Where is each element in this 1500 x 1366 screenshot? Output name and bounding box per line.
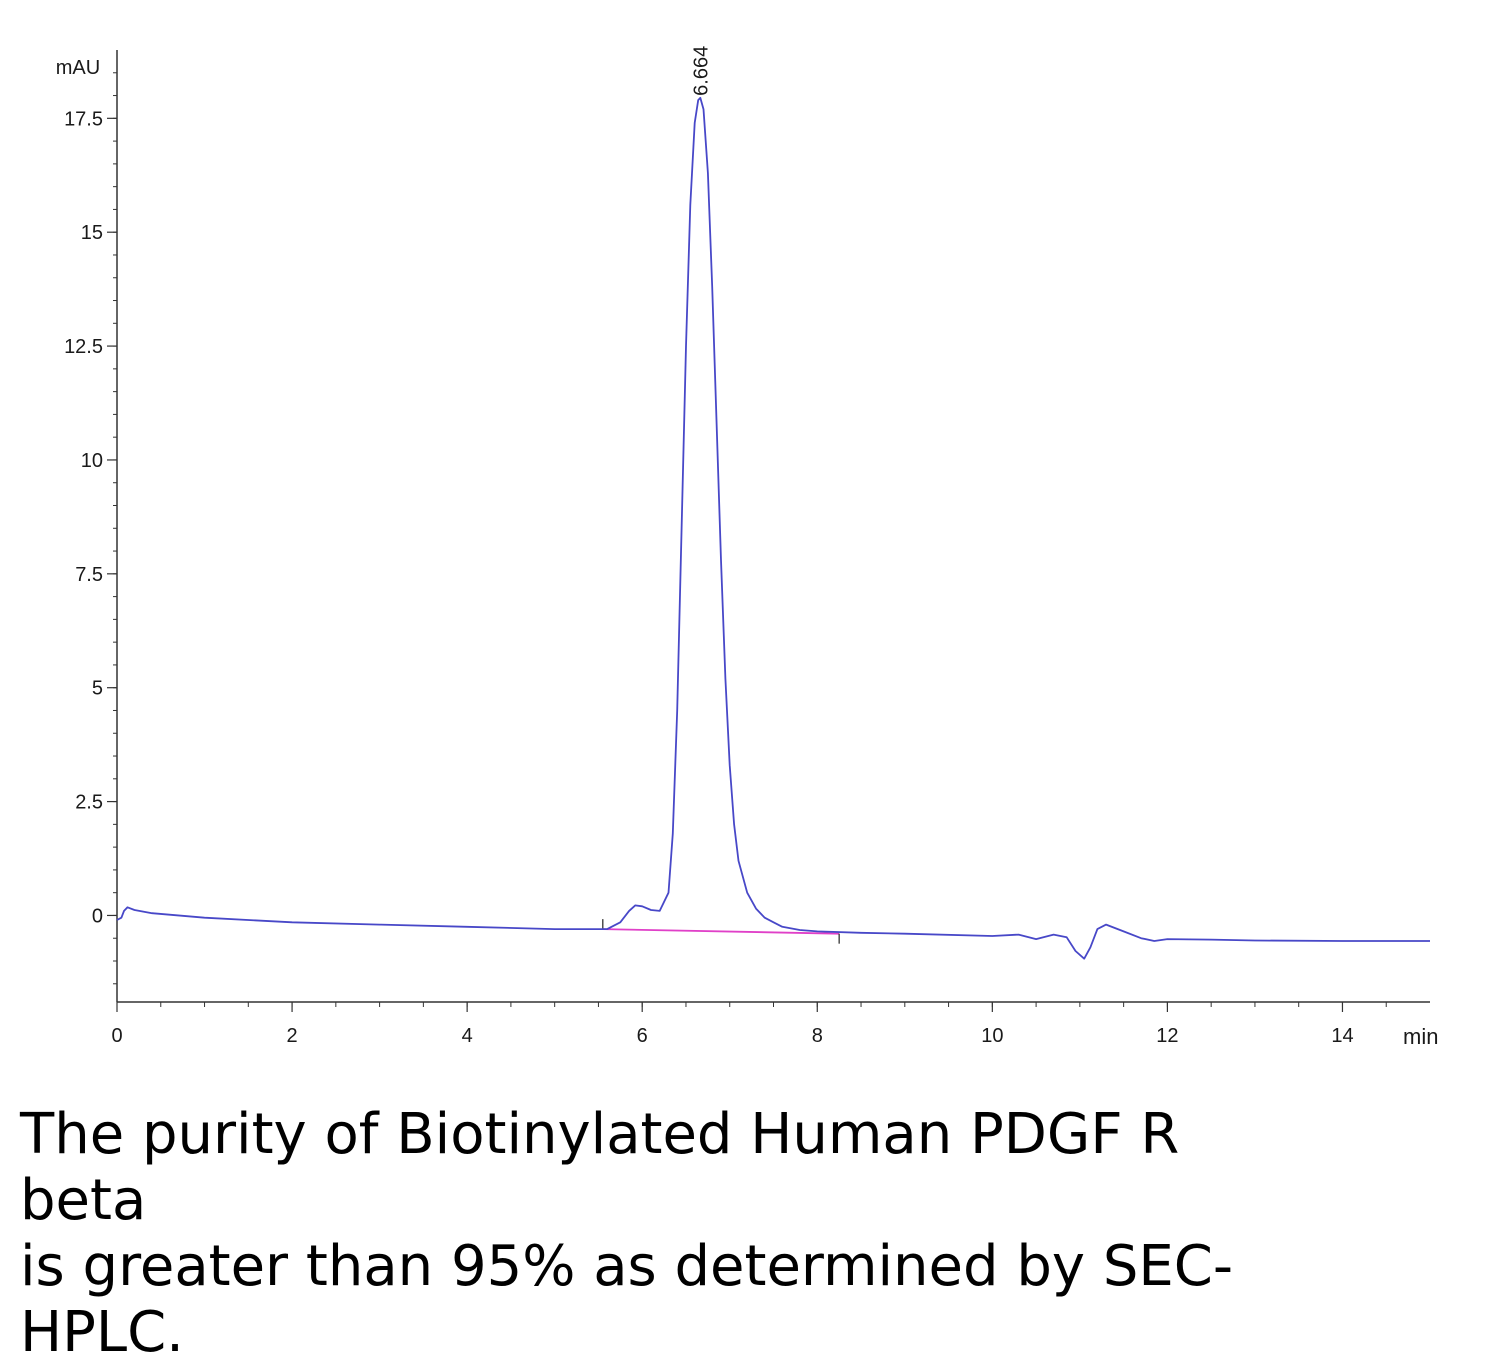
x-tick-label: 12 <box>1156 1025 1178 1047</box>
y-axis-label: mAU <box>56 57 100 79</box>
x-tick-label: 6 <box>637 1025 648 1047</box>
peak-label: 6.664 <box>690 46 712 96</box>
y-tick-label: 2.5 <box>75 792 103 814</box>
x-axis-label: min <box>1403 1024 1438 1049</box>
y-tick-label: 15 <box>81 222 103 244</box>
y-tick-label: 17.5 <box>64 108 103 130</box>
chromatogram-trace <box>116 96 1430 960</box>
y-tick-label: 7.5 <box>75 564 103 586</box>
chart-axes <box>116 50 1430 1003</box>
x-tick-label: 10 <box>981 1025 1003 1047</box>
x-tick-label: 0 <box>111 1025 122 1047</box>
x-tick-label: 2 <box>287 1025 298 1047</box>
y-tick-label: 0 <box>92 905 103 927</box>
y-tick-label: 10 <box>81 450 103 472</box>
x-tick-label: 14 <box>1331 1025 1353 1047</box>
x-tick-label: 4 <box>462 1025 473 1047</box>
chromatogram-chart: 0 2.5 5 7.5 10 12.5 15 17.5 0 2 4 6 8 10 12 14 mAU min… <box>56 46 1439 1049</box>
integration-baseline <box>602 928 840 935</box>
x-tick-label: 8 <box>812 1025 823 1047</box>
plot-area <box>116 96 1430 960</box>
y-tick-label: 5 <box>92 678 103 700</box>
y-axis-ticks: 0 2.5 5 7.5 10 12.5 15 17.5 <box>64 72 117 985</box>
figure-caption: The purity of Biotinylated Human PDGF R … <box>20 1102 1234 1365</box>
x-axis-ticks: 0 2 4 6 8 10 12 14 <box>111 1002 1387 1047</box>
y-tick-label: 12.5 <box>64 336 103 358</box>
